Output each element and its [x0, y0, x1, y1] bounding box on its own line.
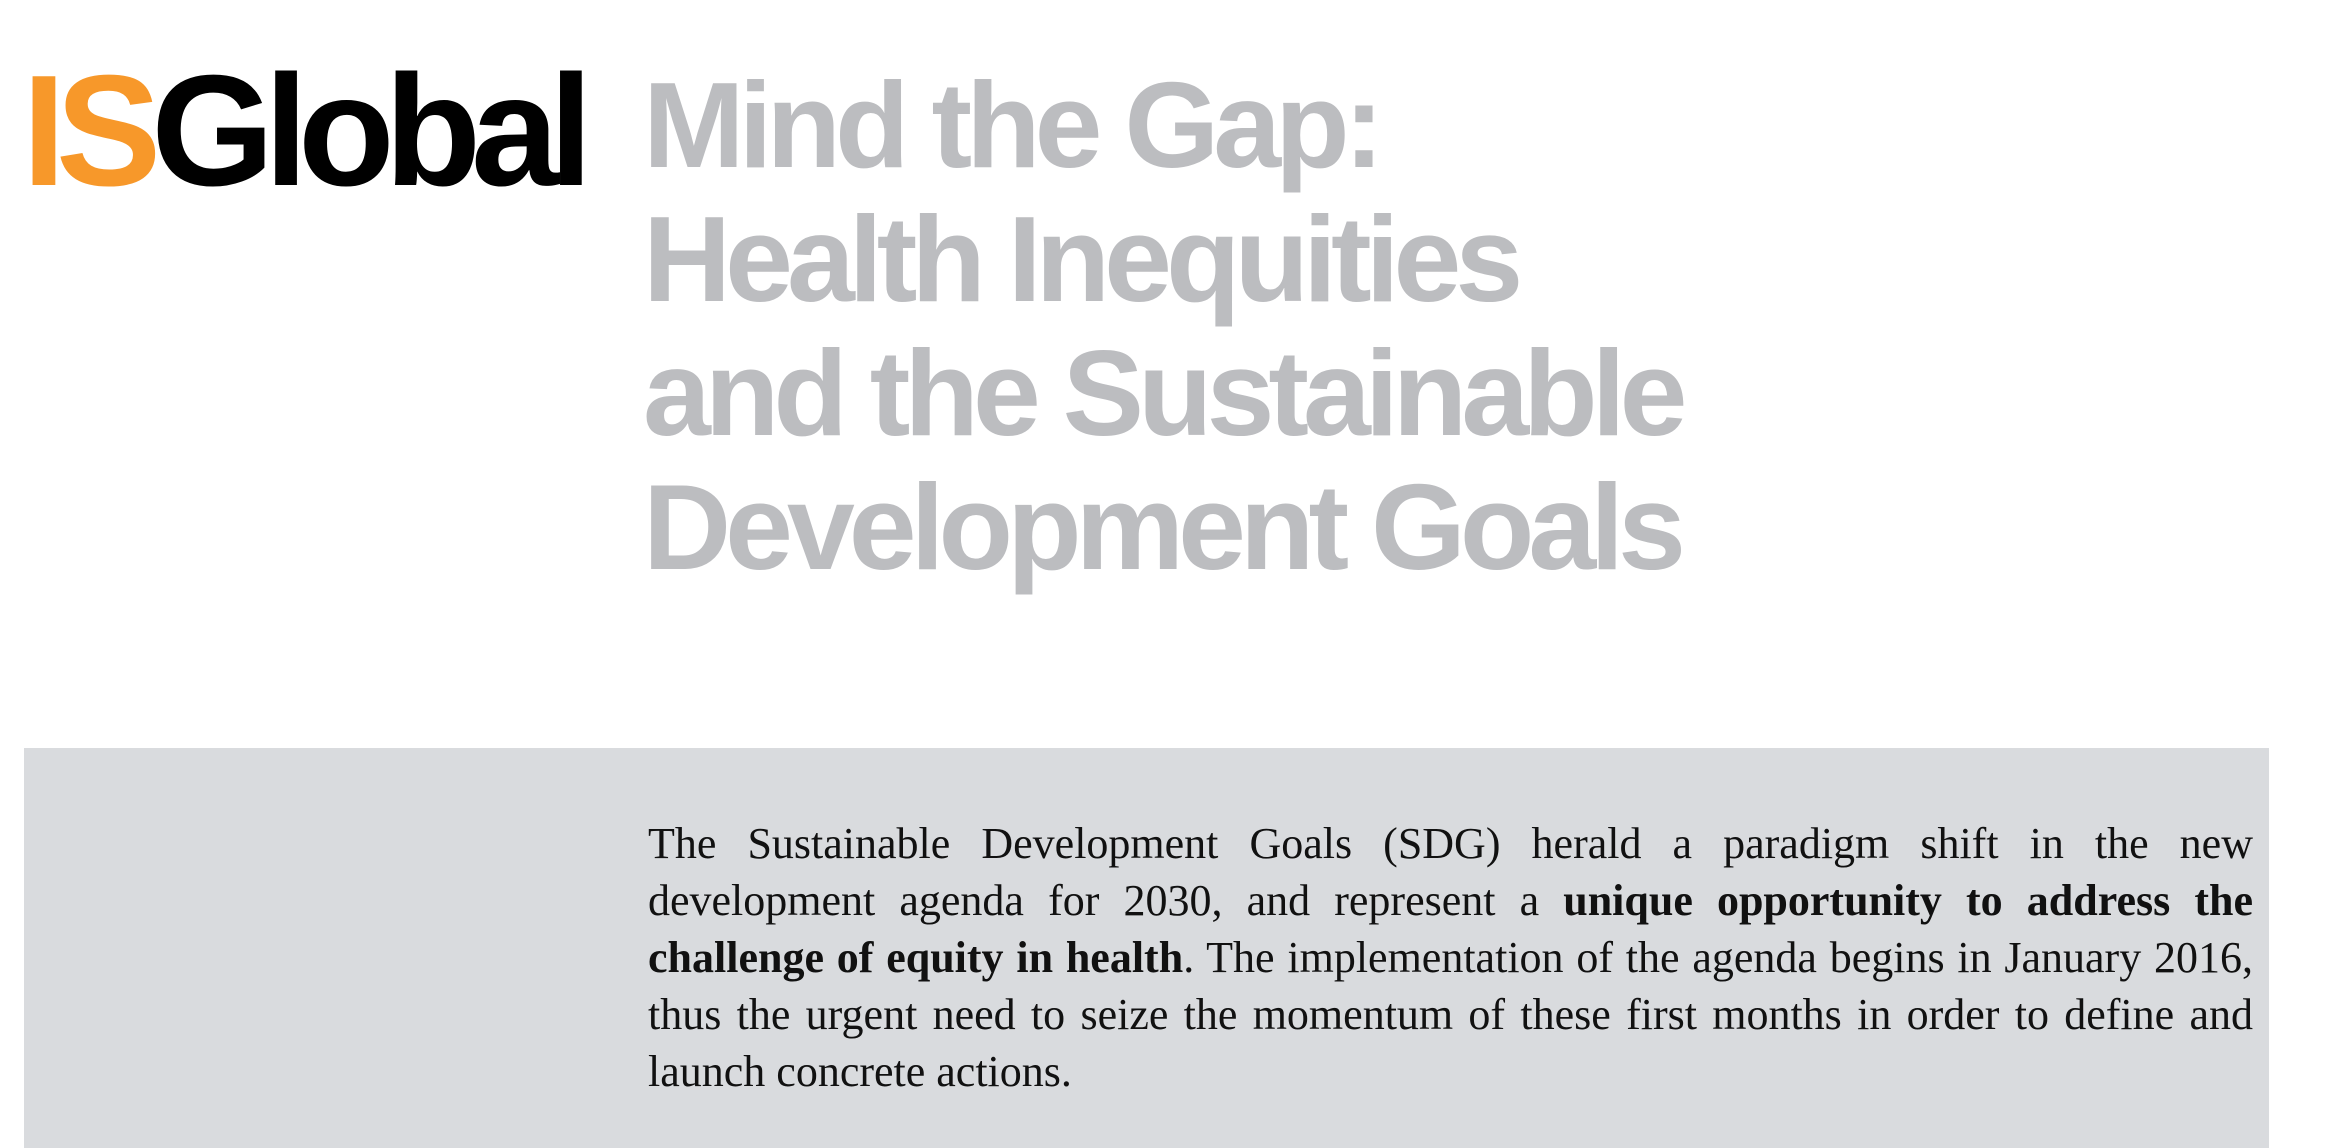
page-title: Mind the Gap: Health Inequities and the … [643, 57, 1687, 595]
intro-highlight: unique opportunity to address the challe… [648, 876, 2253, 982]
title-line: Mind the Gap: [643, 57, 1384, 193]
isglobal-logo: ISGlobal [22, 52, 593, 210]
title-line: Development Goals [643, 459, 1686, 595]
intro-text: . The implementation of the agenda begin… [648, 933, 2253, 1096]
intro-panel [24, 748, 2269, 1148]
logo-global: Global [151, 43, 593, 219]
title-line: and the Sustainable [643, 325, 1687, 461]
title-line: Health Inequities [643, 191, 1523, 327]
logo-is: IS [22, 43, 161, 219]
intro-text: The Sustainable Development Goals (SDG) … [648, 819, 2253, 925]
intro-paragraph: The Sustainable Development Goals (SDG) … [648, 815, 2253, 1100]
